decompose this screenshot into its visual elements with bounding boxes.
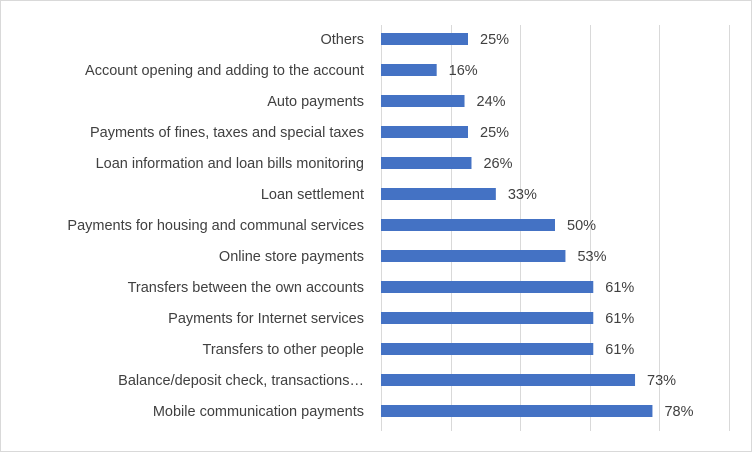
value-label: 16% — [449, 63, 478, 79]
value-label: 73% — [647, 373, 676, 389]
category-label: Loan information and loan bills monitori… — [96, 156, 364, 172]
value-label: 78% — [664, 404, 693, 420]
category-label: Payments of fines, taxes and special tax… — [90, 125, 364, 141]
value-label: 61% — [605, 311, 634, 327]
bar — [381, 312, 594, 324]
category-label: Loan settlement — [261, 187, 364, 203]
bar — [381, 33, 468, 45]
category-label: Payments for Internet services — [168, 311, 364, 327]
category-labels: Others Account opening and adding to the … — [67, 32, 364, 420]
value-label: 25% — [480, 125, 509, 141]
category-label: Online store payments — [219, 249, 364, 265]
category-label: Account opening and adding to the accoun… — [85, 63, 364, 79]
value-label: 25% — [480, 32, 509, 48]
bar — [381, 219, 555, 231]
category-label: Others — [320, 32, 364, 48]
value-label: 50% — [567, 218, 596, 234]
bar — [381, 126, 468, 138]
category-label: Balance/deposit check, transactions… — [118, 373, 364, 389]
bar — [381, 157, 472, 169]
bar — [381, 64, 437, 76]
bars — [381, 33, 653, 417]
category-label: Auto payments — [267, 94, 364, 110]
value-label: 26% — [483, 156, 512, 172]
bar — [381, 188, 496, 200]
bar — [381, 281, 594, 293]
category-label: Transfers to other people — [203, 342, 364, 358]
value-label: 24% — [477, 94, 506, 110]
category-label: Payments for housing and communal servic… — [67, 218, 364, 234]
value-label: 33% — [508, 187, 537, 203]
value-label: 61% — [605, 342, 634, 358]
bar — [381, 405, 653, 417]
category-label: Transfers between the own accounts — [128, 280, 364, 296]
bar — [381, 343, 594, 355]
value-label: 61% — [605, 280, 634, 296]
category-label: Mobile communication payments — [153, 404, 364, 420]
bar — [381, 95, 465, 107]
value-labels: 25%16%24%25%26%33%50%53%61%61%61%73%78% — [449, 32, 694, 420]
value-label: 53% — [577, 249, 606, 265]
bar — [381, 250, 566, 262]
bar — [381, 374, 636, 386]
